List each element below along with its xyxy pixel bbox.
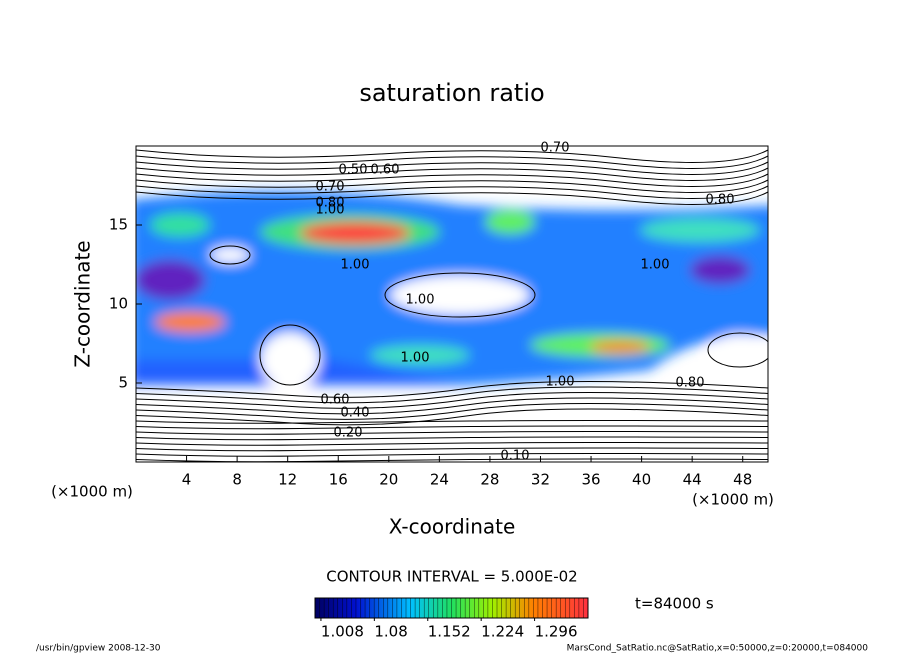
contour-line xyxy=(136,191,768,205)
contour-label: 1.00 xyxy=(406,293,435,308)
x-tick-label: 12 xyxy=(278,471,297,489)
field xyxy=(136,149,768,462)
contour-label: 1.00 xyxy=(401,351,430,366)
contour-line xyxy=(136,155,768,169)
contour-label: 0.60 xyxy=(321,393,350,408)
contour-line xyxy=(136,161,768,175)
contour-label: 0.80 xyxy=(316,196,345,211)
contour-line xyxy=(136,397,768,415)
contour-line xyxy=(209,245,251,265)
x-tick-label: 4 xyxy=(182,471,192,489)
x-tick-label: 36 xyxy=(581,471,600,489)
colorbar-tick-label: 1.296 xyxy=(535,623,578,641)
contour-label: 0.80 xyxy=(706,193,735,208)
contour-line xyxy=(136,431,768,435)
contour-label: 0.20 xyxy=(334,426,363,441)
contour-label: 1.00 xyxy=(316,203,345,218)
contour-line xyxy=(136,425,768,430)
x-tick-label: 16 xyxy=(329,471,348,489)
contour-label: 0.10 xyxy=(501,449,530,464)
contour-line xyxy=(136,436,768,441)
contour-line xyxy=(136,149,768,163)
contour-interval: CONTOUR INTERVAL = 5.000E-02 xyxy=(326,568,577,586)
contour-line xyxy=(136,408,768,426)
y-axis-label: Z-coordinate xyxy=(71,240,95,367)
contour-line xyxy=(707,332,768,368)
contour-label: 0.70 xyxy=(541,141,570,156)
contour-lines xyxy=(136,149,768,462)
contour-line xyxy=(136,167,768,181)
contour-line xyxy=(136,386,768,404)
footer-left: /usr/bin/gpview 2008-12-30 xyxy=(36,644,161,654)
x-tick-label: 8 xyxy=(232,471,242,489)
contour-line xyxy=(384,272,536,318)
contour-label: 0.80 xyxy=(676,376,705,391)
colorbar-tick-label: 1.224 xyxy=(481,623,524,641)
x-tick-label: 24 xyxy=(430,471,449,489)
contour-line xyxy=(136,403,768,420)
footer-right: MarsCond_SatRatio.nc@SatRatio,x=0:50000,… xyxy=(567,644,869,654)
contour-line xyxy=(136,179,768,193)
contour-line xyxy=(136,185,768,199)
contour-line xyxy=(259,324,321,386)
x-tick-label: 32 xyxy=(531,471,550,489)
shaded-field xyxy=(136,191,768,388)
contour-line xyxy=(136,392,768,409)
x-tick-label: 44 xyxy=(683,471,702,489)
x-unit: (×1000 m) xyxy=(692,491,774,509)
contour-line xyxy=(136,447,768,452)
contour-label: 0.60 xyxy=(371,163,400,178)
y-unit: (×1000 m) xyxy=(51,483,133,501)
x-tick-label: 48 xyxy=(733,471,752,489)
chart-title: saturation ratio xyxy=(359,79,544,107)
contour-label: 1.00 xyxy=(341,258,370,273)
contour-label: 0.50 xyxy=(339,163,368,178)
contour-label: 0.40 xyxy=(341,406,370,421)
colorbar-tick-label: 1.152 xyxy=(428,623,471,641)
x-tick-label: 20 xyxy=(379,471,398,489)
contour-line xyxy=(136,442,768,446)
y-tick-label: 15 xyxy=(109,216,128,234)
contour-label: 0.70 xyxy=(316,180,345,195)
contour-line xyxy=(136,458,768,462)
x-tick-label: 28 xyxy=(480,471,499,489)
y-tick-label: 10 xyxy=(109,295,128,313)
contour-line xyxy=(136,453,768,457)
colorbar-tick-label: 1.008 xyxy=(321,623,364,641)
colorbar-tick-label: 1.08 xyxy=(374,623,407,641)
y-tick-label: 5 xyxy=(118,374,128,392)
contour-label: 1.00 xyxy=(641,258,670,273)
contour-line xyxy=(136,173,768,187)
x-tick-label: 40 xyxy=(632,471,651,489)
contour-line xyxy=(136,420,768,424)
x-axis-label: X-coordinate xyxy=(389,515,516,539)
time-label: t=84000 s xyxy=(635,595,714,613)
contour-label: 1.00 xyxy=(546,375,575,390)
contour-line xyxy=(136,381,768,398)
